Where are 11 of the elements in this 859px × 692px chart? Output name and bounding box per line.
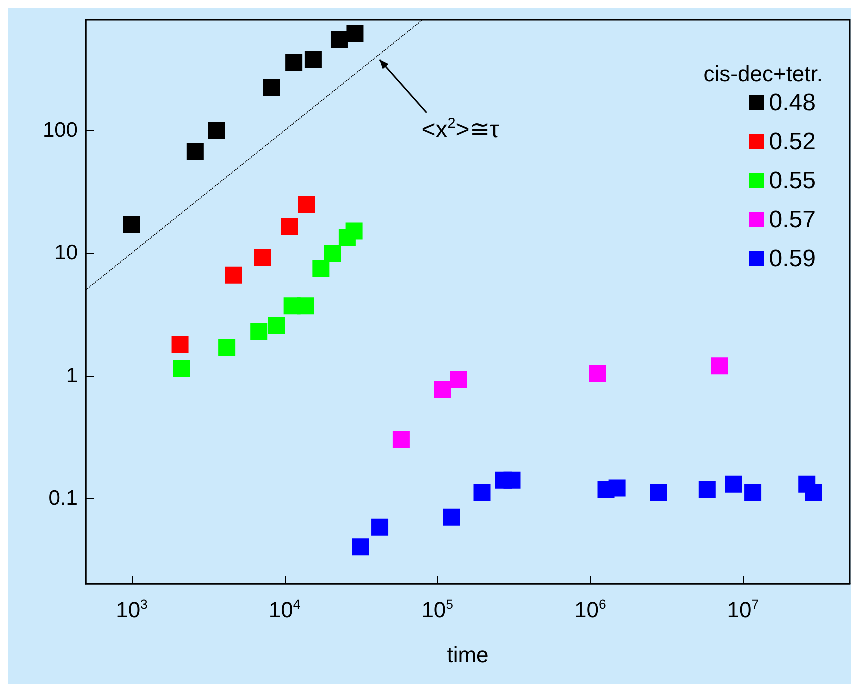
y-tick-label: 10 xyxy=(54,242,78,265)
y-tick-label: 0.1 xyxy=(48,486,78,510)
legend-label: 0.59 xyxy=(769,246,816,272)
legend-label: 0.52 xyxy=(769,128,816,156)
x-axis-title: time xyxy=(447,642,489,668)
legend-label: 0.48 xyxy=(769,90,816,116)
legend-title: cis-dec+tetr. xyxy=(704,62,823,86)
legend-label: 0.57 xyxy=(769,206,816,234)
legend-label: 0.55 xyxy=(769,168,816,194)
y-tick-label: 100 xyxy=(42,119,78,142)
y-tick-label: 1 xyxy=(66,364,78,388)
